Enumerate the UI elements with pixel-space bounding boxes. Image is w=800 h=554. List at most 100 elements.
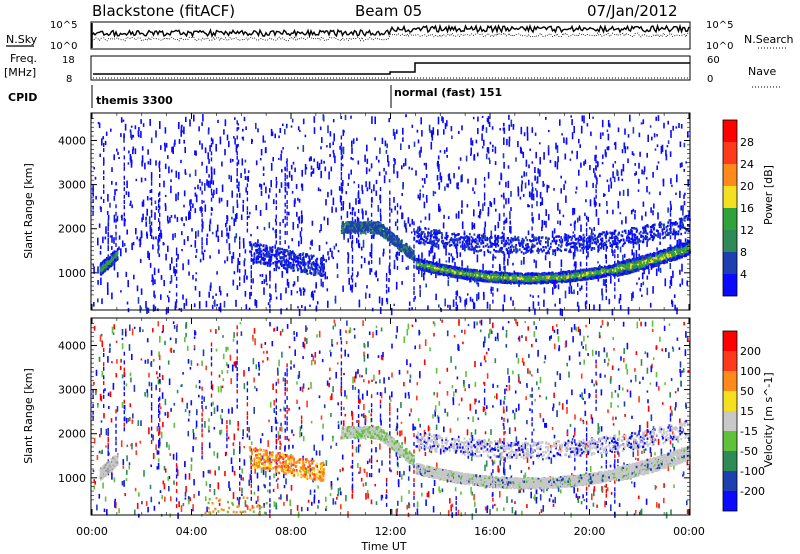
power-echo-point <box>265 247 268 250</box>
power-streak-point <box>396 265 399 270</box>
power-noise-point <box>590 131 592 137</box>
power-noise-point <box>164 203 167 207</box>
power-noise-point <box>209 180 211 189</box>
power-noise-point <box>245 304 248 310</box>
power-streak-point <box>236 135 238 140</box>
power-noise-point <box>584 212 586 217</box>
power-noise-point <box>606 209 609 214</box>
power-noise-point <box>502 153 505 159</box>
power-noise-point <box>447 277 450 280</box>
power-noise-point <box>537 168 539 174</box>
power-noise-point <box>621 149 624 154</box>
power-noise-point <box>141 201 144 207</box>
power-noise-point <box>374 137 376 141</box>
power-noise-point <box>430 141 433 150</box>
power-streak-point <box>150 213 153 218</box>
power-noise-point <box>601 162 604 165</box>
power-echo-point <box>116 247 119 251</box>
power-noise-point <box>189 119 191 127</box>
power-noise-point <box>552 287 554 295</box>
power-noise-point <box>189 173 191 178</box>
power-noise-point <box>347 257 349 264</box>
power-noise-point <box>482 263 484 270</box>
power-noise-point <box>382 248 385 254</box>
power-noise-point <box>315 284 317 289</box>
power-streak-point <box>340 166 343 171</box>
power-noise-point <box>137 297 140 304</box>
power-noise-point <box>204 147 207 154</box>
power-echo-point <box>376 232 378 235</box>
power-noise-point <box>602 279 605 286</box>
power-streak-point <box>201 241 203 246</box>
cpid-segment-1: themis 3300 <box>96 94 173 107</box>
power-echo-point <box>274 254 276 258</box>
power-noise-point <box>489 141 492 145</box>
power-noise-point <box>430 245 433 248</box>
power-noise-point <box>354 211 356 217</box>
power-noise-point <box>560 188 562 194</box>
power-noise-point <box>527 204 529 208</box>
power-streak-point <box>585 262 588 267</box>
power-echo-point <box>102 271 104 275</box>
power-noise-point <box>581 115 584 122</box>
power-noise-point <box>155 160 157 166</box>
power-noise-point <box>342 129 345 136</box>
power-noise-point <box>229 251 231 255</box>
power-noise-point <box>422 193 425 198</box>
power-streak-point <box>159 232 161 237</box>
power-streak-point <box>115 242 117 247</box>
power-noise-point <box>599 132 602 140</box>
power-echo-point <box>305 271 308 274</box>
power-streak-point <box>210 143 213 148</box>
power-noise-point <box>606 179 609 183</box>
power-noise-point <box>299 129 301 132</box>
power-noise-point <box>310 240 312 245</box>
power-noise-point <box>532 216 534 224</box>
power-noise-point <box>309 304 311 307</box>
power-noise-point <box>591 228 593 233</box>
power-noise-point <box>369 268 371 275</box>
power-streak-point <box>531 212 533 217</box>
power-noise-point <box>681 162 683 167</box>
power-noise-point <box>439 208 442 211</box>
cpid-label: CPID <box>8 91 37 104</box>
power-streak-point <box>585 215 588 220</box>
power-noise-point <box>437 244 440 250</box>
power-noise-point <box>223 129 225 135</box>
power-noise-point <box>515 157 517 162</box>
power-echo-point <box>249 250 251 253</box>
power-echo-point <box>358 225 361 228</box>
power-echo-point <box>262 244 265 248</box>
power-noise-point <box>472 237 474 241</box>
power-noise-point <box>441 116 443 122</box>
power-noise-point <box>411 307 413 310</box>
power-echo-point <box>315 267 318 270</box>
power-noise-point <box>378 159 380 163</box>
power-noise-point <box>534 188 537 191</box>
power-noise-point <box>214 299 216 307</box>
power-noise-point <box>607 133 610 141</box>
power-noise-point <box>585 180 588 188</box>
power-noise-point <box>679 162 682 168</box>
power-echo-point <box>100 264 103 268</box>
power-noise-point <box>187 236 189 242</box>
power-noise-point <box>551 230 554 238</box>
power-noise-point <box>232 252 235 259</box>
power-noise-point <box>146 208 148 216</box>
power-streak-point <box>379 199 382 204</box>
power-streak-point <box>357 194 360 199</box>
nsearch-line <box>91 32 690 42</box>
power-streak-point <box>585 281 588 286</box>
power-noise-point <box>324 271 327 280</box>
power-noise-point <box>375 270 377 278</box>
power-echo-point <box>310 257 313 260</box>
power-noise-point <box>299 231 302 238</box>
power-streak-point <box>239 236 241 241</box>
power-noise-point <box>260 259 262 265</box>
power-noise-point <box>648 269 650 275</box>
power-noise-point <box>111 246 113 250</box>
power-noise-point <box>402 183 404 190</box>
power-noise-point <box>426 198 428 203</box>
power-noise-point <box>130 131 132 138</box>
power-noise-point <box>198 301 201 309</box>
